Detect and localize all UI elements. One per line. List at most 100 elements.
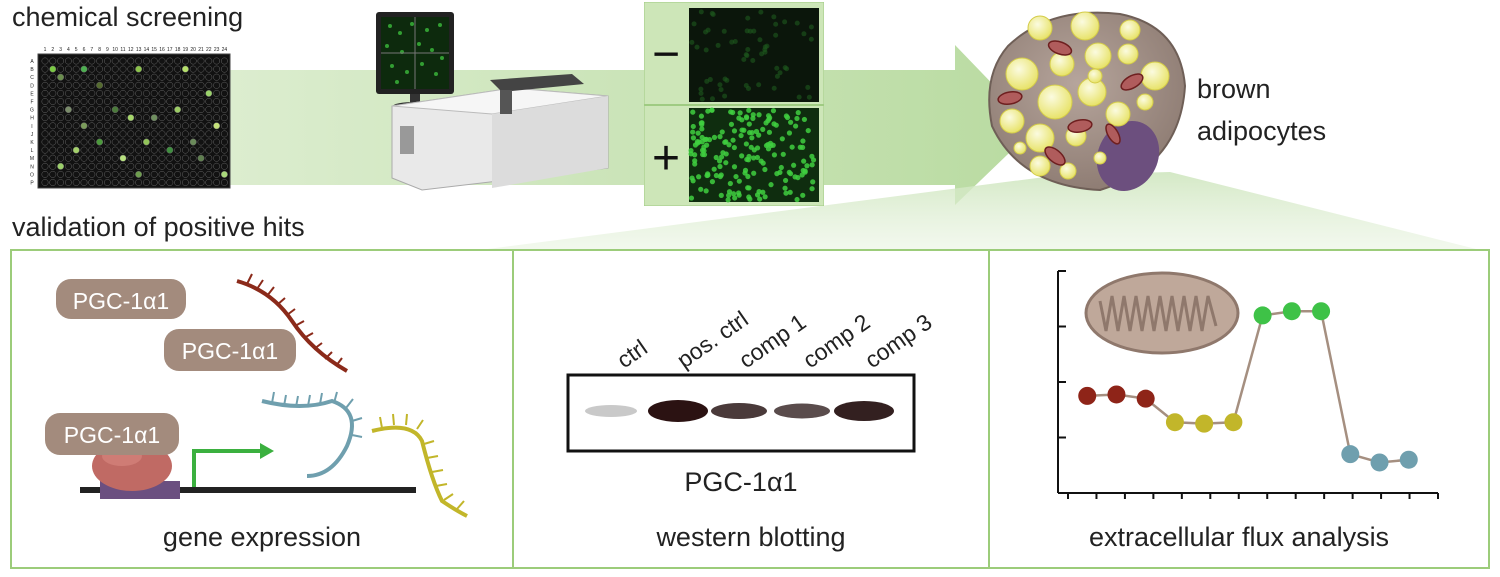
flux-point [1078,386,1097,405]
plate-well [72,179,80,186]
cell-dot-pos [771,152,778,158]
cell-dot-neg [709,96,715,102]
plate-well [205,138,213,146]
cell-dot-pos [738,132,744,139]
cell-dot-neg [698,9,704,15]
cell-dot-pos [766,129,773,135]
cell-dot-pos [700,151,706,158]
plate-well [119,154,127,162]
plate-well [205,179,213,186]
cell-dot-pos [750,155,757,161]
cell-dot-pos [800,192,806,198]
plate-well [205,154,213,162]
plate-well [127,114,135,122]
plate-well [41,146,49,154]
plate-well [96,65,104,73]
plate-well [103,179,111,186]
plate-col-label: 10 [112,47,118,53]
cell-dot-pos [794,196,800,203]
plate-col-label: 20 [190,47,196,53]
cell-dot-pos [737,110,743,116]
plate-well [119,170,127,178]
plate-well [57,179,65,186]
plate-well [150,170,158,178]
cell-dot-neg [704,78,710,84]
cell-dot-pos [770,108,777,114]
plate-well [88,170,96,178]
plate-well [189,114,197,122]
plate-row-label: H [30,116,34,122]
plate-well [49,73,57,81]
plate-well [142,65,150,73]
plate-well [189,65,197,73]
plate-well [197,179,205,186]
plate-well [57,73,65,81]
plate-well [127,89,135,97]
cell-dot-pos [731,144,737,151]
plate-well [220,73,228,81]
plate-well [197,138,205,146]
cell-dot-pos [690,135,697,141]
plate-well [135,122,143,130]
plate-well [189,81,197,89]
cell-dot-pos [788,119,794,125]
cell-dot-pos [718,154,725,160]
cell-dot-pos [782,185,788,191]
plate-well [41,170,49,178]
cell-dot-pos [741,127,747,133]
validation-panels [10,249,1490,569]
plate-well [174,114,182,122]
plate-well [142,138,150,146]
plate-well [111,65,119,73]
plate-well [213,89,221,97]
plate-well [96,73,104,81]
cell-dot-pos [786,130,793,136]
plate-well [135,81,143,89]
plate-well [220,122,228,130]
plate-well [220,65,228,73]
plate-well [119,130,127,138]
plate-well [174,122,182,130]
cell-dot-pos [690,129,696,135]
plate-well [205,81,213,89]
plate-well [142,162,150,170]
plate-well [111,130,119,138]
plate-well [96,170,104,178]
plate-well [80,73,88,81]
plate-well [181,106,189,114]
plate-well [119,73,127,81]
plate-well [213,154,221,162]
plate-well [57,106,65,114]
flux-chart [1057,270,1439,499]
plate-well [127,57,135,65]
plate-well [57,154,65,162]
plate-row-label: C [30,75,34,81]
plate-well [213,98,221,105]
cell-dot-pos [743,141,749,147]
plate-well [135,170,143,178]
cell-dot-pos [688,195,695,201]
plate-well [158,179,166,186]
cell-dot-neg [694,44,700,50]
cell-dot-neg [751,28,757,34]
plate-well [41,130,49,138]
cell-dot-pos [754,192,761,198]
plate-well [57,138,65,146]
cell-dot-neg [743,52,749,58]
plate-well [205,98,213,105]
plate-col-label: 9 [106,47,109,53]
plate-well [111,154,119,162]
cell-dot-pos [762,194,768,200]
blot-lane-label: ctrl [612,334,652,373]
micrograph-panel: − + [644,2,824,206]
plate-well [158,122,166,130]
cell-dot-pos [760,189,766,195]
western-blotting-label: western blotting [656,522,846,552]
cell-dot-pos [716,158,723,164]
plate-well [213,162,221,170]
cell-dot-pos [768,182,774,188]
panel-divider-2 [988,249,990,569]
plate-well [80,114,88,122]
plate-well [41,98,49,105]
plate-well [119,122,127,130]
